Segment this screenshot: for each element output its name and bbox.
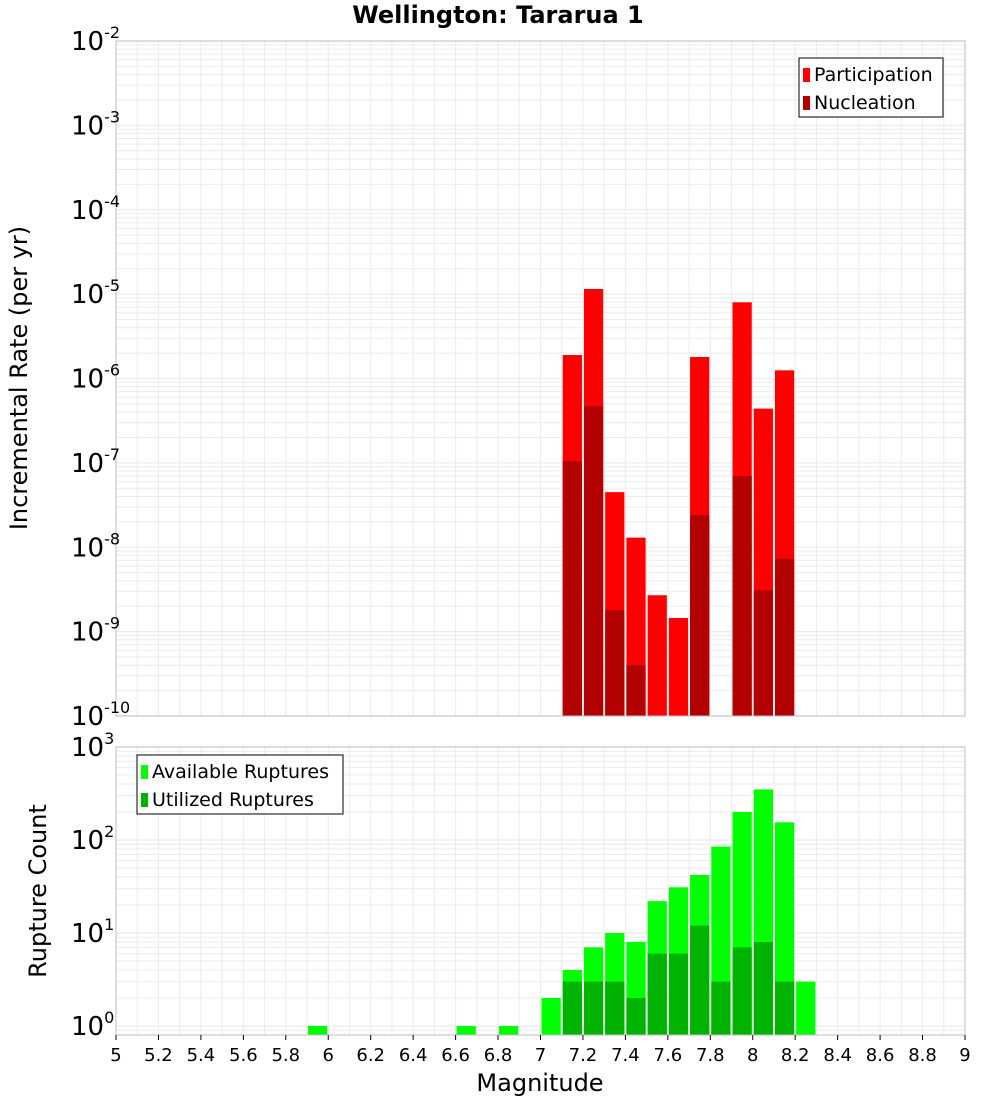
bar-utilized-ruptures (647, 953, 667, 1035)
bar-nucleation (626, 665, 646, 716)
x-tick-label: 8 (747, 1045, 758, 1066)
bar-participation (668, 618, 689, 716)
x-tick-label: 6.2 (356, 1045, 385, 1066)
x-tick-label: 7.2 (569, 1045, 598, 1066)
legend-swatch (141, 765, 148, 779)
bar-participation (647, 595, 667, 716)
x-tick-label: 6.4 (399, 1045, 428, 1066)
y-tick-label: 10-3 (71, 107, 120, 141)
x-tick-label: 6 (323, 1045, 334, 1066)
bar-nucleation (583, 406, 604, 716)
legend-label: Available Ruptures (152, 761, 329, 783)
bar-nucleation (732, 475, 752, 716)
x-tick-label: 5 (110, 1045, 121, 1066)
bar-utilized-ruptures (690, 925, 710, 1035)
y-tick-label: 10-7 (71, 445, 120, 479)
chart-title: Wellington: Tararua 1 (352, 1, 644, 29)
bar-available-ruptures (541, 997, 561, 1035)
x-axis-label: Magnitude (476, 1069, 603, 1097)
bar-utilized-ruptures (583, 981, 604, 1035)
legend-swatch (803, 68, 810, 82)
panel-1: 100 101 102 103 Available Ruptures Utilized R… (71, 729, 971, 1066)
legend-label: Participation (814, 64, 933, 86)
x-tick-label: 7.4 (611, 1045, 640, 1066)
legend-label: Utilized Ruptures (152, 789, 314, 811)
x-tick-label: 5.2 (144, 1045, 173, 1066)
legend-label: Nucleation (814, 92, 916, 114)
x-tick-label: 9 (959, 1045, 970, 1066)
x-tick-label: 5.8 (271, 1045, 300, 1066)
bar-available-ruptures (796, 981, 816, 1035)
x-tick-label: 6.8 (484, 1045, 513, 1066)
bar-utilized-ruptures (753, 942, 773, 1035)
legend: Participation Nucleation (798, 57, 944, 118)
bottom-y-axis-label: Rupture Count (24, 804, 52, 978)
x-tick-label: 7.8 (696, 1045, 725, 1066)
x-tick-label: 7.6 (654, 1045, 683, 1066)
bar-utilized-ruptures (626, 997, 646, 1035)
plot-frame (115, 40, 966, 717)
y-tick-label: 10-9 (71, 614, 120, 648)
bar-utilized-ruptures (668, 953, 689, 1035)
x-tick-label: 8.2 (781, 1045, 810, 1066)
x-tick-label: 5.4 (187, 1045, 216, 1066)
bar-nucleation (690, 515, 710, 716)
y-tick-label: 10-4 (71, 192, 120, 226)
legend-box (136, 754, 344, 815)
legend-swatch (803, 96, 810, 110)
x-tick-label: 8.6 (866, 1045, 895, 1066)
y-tick-label: 10-8 (71, 529, 120, 563)
bar-nucleation (605, 610, 625, 716)
bar-nucleation (774, 558, 795, 716)
top-y-axis-label: Incremental Rate (per yr) (5, 226, 33, 530)
y-tick-label: 103 (71, 729, 114, 763)
bar-nucleation (753, 590, 773, 716)
bar-available-ruptures (499, 1025, 519, 1035)
x-tick-label: 7 (535, 1045, 546, 1066)
panel-0: 10-10 10-9 10-8 10-7 10-6 10-5 10-4 10-3 10-2 Par… (71, 23, 966, 732)
legend: Available Ruptures Utilized Ruptures (136, 754, 344, 815)
y-tick-label: 10-5 (71, 276, 120, 310)
bar-utilized-ruptures (605, 981, 625, 1035)
legend-swatch (141, 793, 148, 807)
y-tick-label: 101 (71, 915, 114, 949)
x-tick-label: 6.6 (441, 1045, 470, 1066)
bar-available-ruptures (308, 1025, 328, 1035)
bar-nucleation (562, 461, 582, 716)
bar-utilized-ruptures (732, 947, 752, 1035)
bar-utilized-ruptures (711, 981, 731, 1035)
y-tick-label: 10-6 (71, 361, 120, 395)
bar-utilized-ruptures (562, 981, 582, 1035)
x-tick-label: 5.6 (229, 1045, 258, 1066)
legend-box (798, 57, 944, 118)
y-tick-label: 102 (71, 822, 114, 856)
y-tick-label: 100 (71, 1008, 114, 1042)
y-tick-label: 10-2 (71, 23, 120, 57)
bar-available-ruptures (456, 1025, 476, 1035)
bar-utilized-ruptures (774, 981, 795, 1035)
x-tick-label: 8.4 (823, 1045, 852, 1066)
x-tick-label: 8.8 (908, 1045, 937, 1066)
y-tick-label: 10-10 (71, 698, 130, 732)
